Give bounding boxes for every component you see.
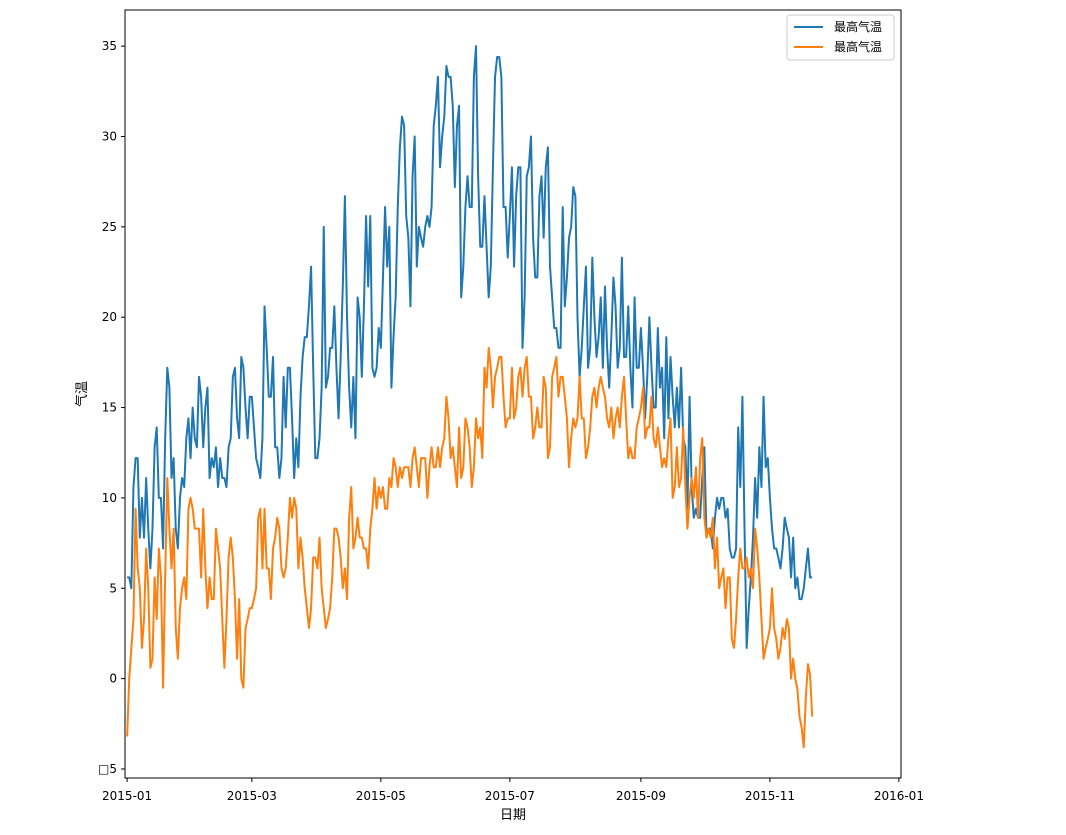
- x-tick-label: 2015-09: [616, 789, 666, 803]
- x-tick-label: 2016-01: [874, 789, 924, 803]
- axes-frame: [124, 9, 902, 779]
- x-tick-label: 2015-01: [102, 789, 152, 803]
- plot-area: [126, 45, 814, 749]
- legend-label-series-1: 最高气温: [834, 19, 882, 34]
- x-axis: 2015-01 2015-03 2015-05 2015-07 2015-09 2015-…: [102, 778, 924, 803]
- y-tick-label: 10: [102, 491, 117, 505]
- y-tick-label: 15: [102, 401, 117, 415]
- y-tick-label: □5: [98, 762, 117, 776]
- y-tick-label: 35: [102, 39, 117, 53]
- x-tick-label: 2015-05: [356, 789, 406, 803]
- series-line-2: [126, 346, 814, 749]
- y-tick-label: 0: [109, 672, 117, 686]
- y-axis: □5 0 5 10 15 20 25 30 35: [98, 39, 125, 776]
- y-axis-label: 气温: [74, 381, 90, 407]
- x-tick-label: 2015-03: [227, 789, 277, 803]
- y-tick-label: 25: [102, 220, 117, 234]
- x-axis-label: 日期: [500, 808, 526, 823]
- legend-label-series-2: 最高气温: [834, 39, 882, 54]
- y-tick-label: 30: [102, 129, 117, 143]
- legend: 最高气温 最高气温: [786, 14, 895, 61]
- y-tick-label: 5: [109, 581, 117, 595]
- y-tick-label: 20: [102, 310, 117, 324]
- x-tick-label: 2015-11: [745, 789, 795, 803]
- x-tick-label: 2015-07: [485, 789, 535, 803]
